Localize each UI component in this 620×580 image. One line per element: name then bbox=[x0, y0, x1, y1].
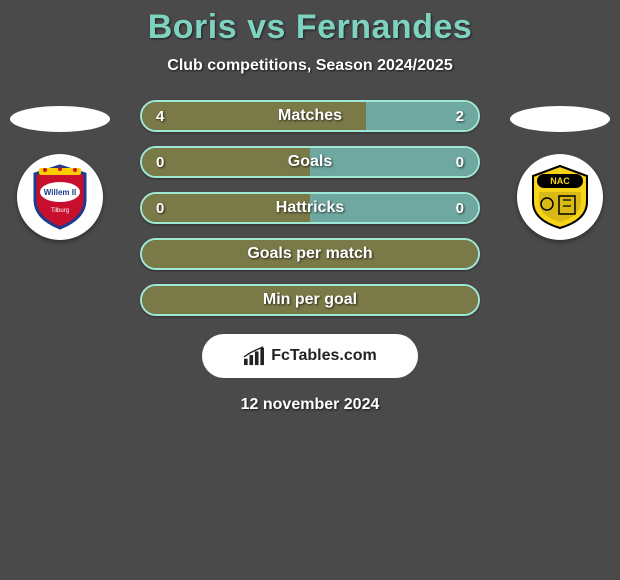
left-placeholder-ellipse bbox=[10, 106, 110, 132]
brand-text: FcTables.com bbox=[271, 347, 377, 365]
stat-right-value: 0 bbox=[456, 154, 464, 171]
subtitle: Club competitions, Season 2024/2025 bbox=[0, 57, 620, 75]
right-team-crest: NAC bbox=[517, 154, 603, 240]
main-area: Willem II Tilburg NAC 42Matches00Goals bbox=[0, 100, 620, 316]
stat-right-value: 0 bbox=[456, 200, 464, 217]
bar-chart-icon bbox=[243, 346, 265, 366]
stat-left-value: 0 bbox=[156, 200, 164, 217]
stat-left-value: 0 bbox=[156, 154, 164, 171]
willem-ii-crest-icon: Willem II Tilburg bbox=[25, 162, 95, 232]
brand-badge: FcTables.com bbox=[202, 334, 418, 378]
stats-list: 42Matches00Goals00HattricksGoals per mat… bbox=[140, 100, 480, 316]
left-column: Willem II Tilburg bbox=[0, 100, 120, 240]
svg-text:Tilburg: Tilburg bbox=[51, 208, 69, 214]
stat-single-segment bbox=[142, 240, 478, 268]
left-team-crest: Willem II Tilburg bbox=[17, 154, 103, 240]
svg-text:NAC: NAC bbox=[550, 176, 570, 186]
stat-row: Min per goal bbox=[140, 284, 480, 316]
stat-row: 00Goals bbox=[140, 146, 480, 178]
stat-row: 42Matches bbox=[140, 100, 480, 132]
nac-crest-icon: NAC bbox=[525, 162, 595, 232]
container: Boris vs Fernandes Club competitions, Se… bbox=[0, 0, 620, 414]
stat-single-segment bbox=[142, 286, 478, 314]
stat-row: Goals per match bbox=[140, 238, 480, 270]
stat-right-segment: 2 bbox=[366, 102, 478, 130]
stat-left-segment: 0 bbox=[142, 194, 310, 222]
date-text: 12 november 2024 bbox=[0, 396, 620, 414]
stat-right-segment: 0 bbox=[310, 148, 478, 176]
stat-right-value: 2 bbox=[456, 108, 464, 125]
svg-text:Willem II: Willem II bbox=[44, 188, 76, 197]
right-placeholder-ellipse bbox=[510, 106, 610, 132]
stat-left-segment: 4 bbox=[142, 102, 366, 130]
stat-left-value: 4 bbox=[156, 108, 164, 125]
right-column: NAC bbox=[500, 100, 620, 240]
stat-left-segment: 0 bbox=[142, 148, 310, 176]
page-title: Boris vs Fernandes bbox=[0, 8, 620, 47]
stat-row: 00Hattricks bbox=[140, 192, 480, 224]
stat-right-segment: 0 bbox=[310, 194, 478, 222]
